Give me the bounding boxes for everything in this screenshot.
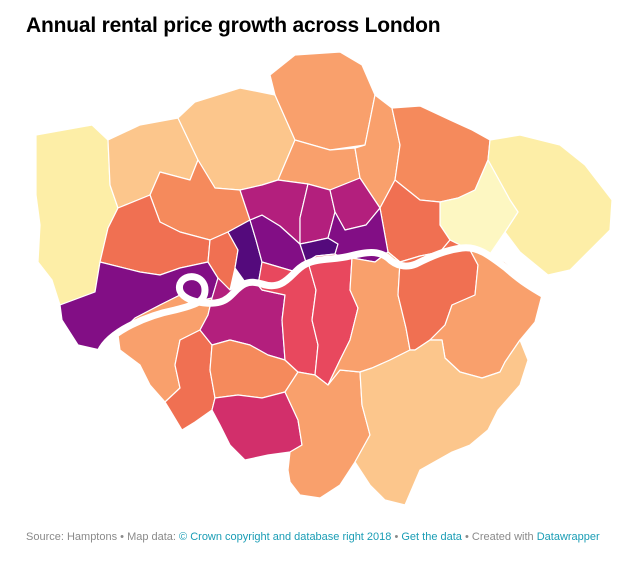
get-the-data-link[interactable]: Get the data: [401, 531, 462, 543]
borough-layer: Hillingdon Harrow Barnet Enfield Haringe…: [35, 51, 613, 506]
separator-text: •: [391, 531, 402, 543]
borough-bromley[interactable]: Bromley: [354, 339, 529, 506]
copyright-link[interactable]: © Crown copyright and database right 201…: [179, 531, 392, 543]
river-thames: [96, 244, 550, 356]
datawrapper-link[interactable]: Datawrapper: [536, 531, 600, 543]
map-title: Annual rental price growth across London: [26, 14, 441, 37]
borough-sutton[interactable]: Sutton: [211, 391, 303, 461]
borough-redbridge[interactable]: Redbridge: [391, 105, 491, 203]
created-with-text: • Created with: [461, 531, 537, 543]
attribution-footer: Source: Hamptons • Map data: © Crown cop…: [26, 531, 600, 543]
source-text: Source: Hamptons • Map data:: [26, 531, 180, 543]
london-rental-growth-map: Hillingdon Harrow Barnet Enfield Haringe…: [35, 51, 613, 506]
